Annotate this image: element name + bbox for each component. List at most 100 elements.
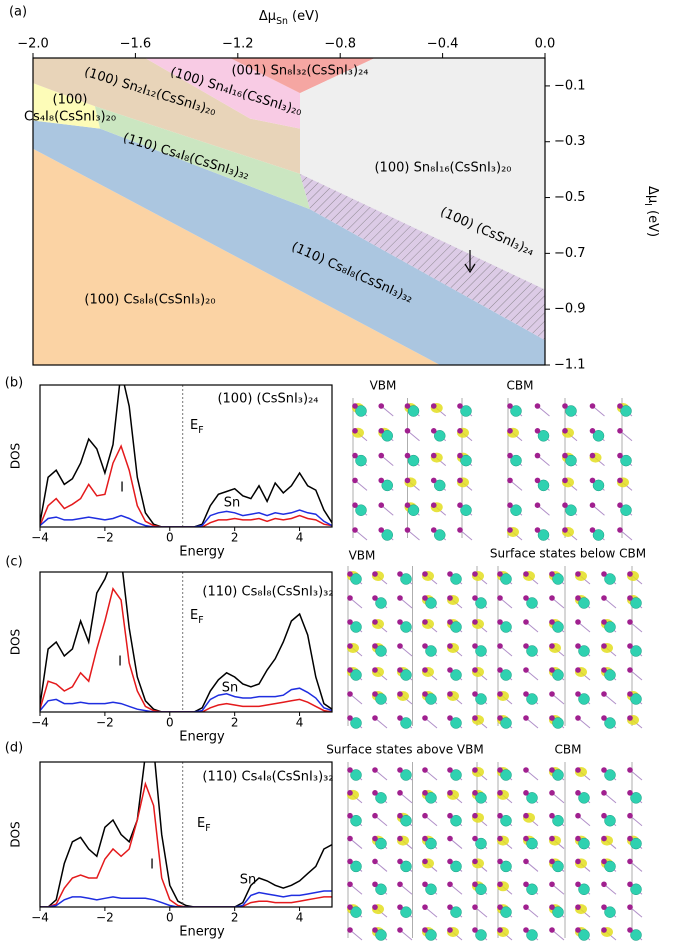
x-tick-label: −4 bbox=[31, 716, 49, 730]
i-atom bbox=[523, 715, 529, 721]
i-atom bbox=[549, 881, 555, 887]
x-tick-label: 4 bbox=[296, 911, 304, 925]
i-atom bbox=[590, 502, 596, 508]
i-atom bbox=[372, 715, 378, 721]
i-atom bbox=[378, 478, 384, 484]
i-atom bbox=[627, 859, 633, 865]
x-tick-label: 2 bbox=[231, 716, 239, 730]
y-tick-label: −1.1 bbox=[554, 358, 586, 373]
y-tick-label: −0.7 bbox=[554, 246, 586, 261]
x-tick-label: 0 bbox=[166, 531, 174, 545]
i-atom bbox=[523, 691, 529, 697]
i-atom bbox=[397, 643, 403, 649]
region-label: (100) bbox=[53, 93, 88, 108]
i-atom bbox=[627, 881, 633, 887]
i-atom bbox=[397, 859, 403, 865]
image-label: VBM bbox=[370, 379, 397, 393]
x-tick-label: 4 bbox=[296, 531, 304, 545]
i-atom bbox=[372, 881, 378, 887]
x-tick-label: 0.0 bbox=[535, 37, 556, 52]
i-atom bbox=[472, 715, 478, 721]
i-atom bbox=[352, 478, 358, 484]
i-atom bbox=[601, 790, 607, 796]
i-atom bbox=[627, 667, 633, 673]
structure-image bbox=[507, 398, 632, 541]
i-atom bbox=[347, 813, 353, 819]
i-atom bbox=[497, 790, 503, 796]
i-atom bbox=[472, 619, 478, 625]
i-atom bbox=[422, 715, 428, 721]
i-atom bbox=[347, 595, 353, 601]
i-atom bbox=[372, 691, 378, 697]
i-atom bbox=[347, 859, 353, 865]
i-atom bbox=[507, 502, 513, 508]
i-atom bbox=[549, 667, 555, 673]
region-label: (001) Sn₈I₃₂(CsSnI₃)₂₄ bbox=[231, 64, 368, 79]
series-label: Sn bbox=[240, 873, 257, 888]
i-atom bbox=[590, 403, 596, 409]
i-atom bbox=[347, 571, 353, 577]
i-atom bbox=[601, 836, 607, 842]
i-atom bbox=[347, 691, 353, 697]
i-atom bbox=[549, 715, 555, 721]
i-atom bbox=[535, 453, 541, 459]
i-atom bbox=[601, 715, 607, 721]
i-atom bbox=[549, 927, 555, 933]
x-axis-label: Energy bbox=[179, 730, 225, 745]
i-atom bbox=[397, 904, 403, 910]
dos-line bbox=[40, 558, 332, 712]
i-atom bbox=[422, 667, 428, 673]
i-atom bbox=[497, 691, 503, 697]
i-atom bbox=[422, 904, 428, 910]
x-tick-label: −0.4 bbox=[427, 37, 459, 52]
i-atom bbox=[378, 502, 384, 508]
i-atom bbox=[575, 667, 581, 673]
series-label: I bbox=[120, 481, 124, 496]
i-atom bbox=[575, 904, 581, 910]
x-tick-label: −2 bbox=[96, 911, 114, 925]
i-atom bbox=[601, 881, 607, 887]
i-atom bbox=[497, 767, 503, 773]
i-atom bbox=[601, 904, 607, 910]
i-atom bbox=[347, 643, 353, 649]
i-atom bbox=[457, 478, 463, 484]
i-atom bbox=[601, 813, 607, 819]
i-atom bbox=[601, 927, 607, 933]
i-atom bbox=[347, 790, 353, 796]
i-atom bbox=[575, 813, 581, 819]
figure: (100) Cs₈I₈(CsSnI₃)₂₀(110) Cs₈I₈(CsSnI₃)… bbox=[0, 0, 675, 943]
i-atom bbox=[447, 813, 453, 819]
i-atom bbox=[575, 790, 581, 796]
i-atom bbox=[347, 715, 353, 721]
i-atom bbox=[472, 595, 478, 601]
i-atom bbox=[523, 813, 529, 819]
series-label: I bbox=[150, 858, 154, 873]
i-atom bbox=[347, 927, 353, 933]
i-atom bbox=[523, 643, 529, 649]
i-atom bbox=[347, 881, 353, 887]
i-atom bbox=[397, 836, 403, 842]
i-atom bbox=[447, 790, 453, 796]
x-tick-label: 4 bbox=[296, 716, 304, 730]
i-atom bbox=[535, 502, 541, 508]
i-atom bbox=[447, 619, 453, 625]
i-atom bbox=[397, 571, 403, 577]
i-atom bbox=[627, 619, 633, 625]
x-tick-label: 0 bbox=[166, 716, 174, 730]
i-atom bbox=[601, 571, 607, 577]
i-atom bbox=[422, 836, 428, 842]
i-atom bbox=[627, 643, 633, 649]
i-atom bbox=[397, 927, 403, 933]
i-atom bbox=[617, 428, 623, 434]
i-atom bbox=[523, 667, 529, 673]
i-atom bbox=[397, 790, 403, 796]
i-atom bbox=[405, 403, 411, 409]
i-atom bbox=[549, 643, 555, 649]
i-atom bbox=[523, 595, 529, 601]
i-atom bbox=[372, 904, 378, 910]
i-atom bbox=[617, 403, 623, 409]
i-atom bbox=[472, 571, 478, 577]
x-tick-label: −1.2 bbox=[222, 37, 254, 52]
i-atom bbox=[378, 403, 384, 409]
i-atom bbox=[601, 595, 607, 601]
